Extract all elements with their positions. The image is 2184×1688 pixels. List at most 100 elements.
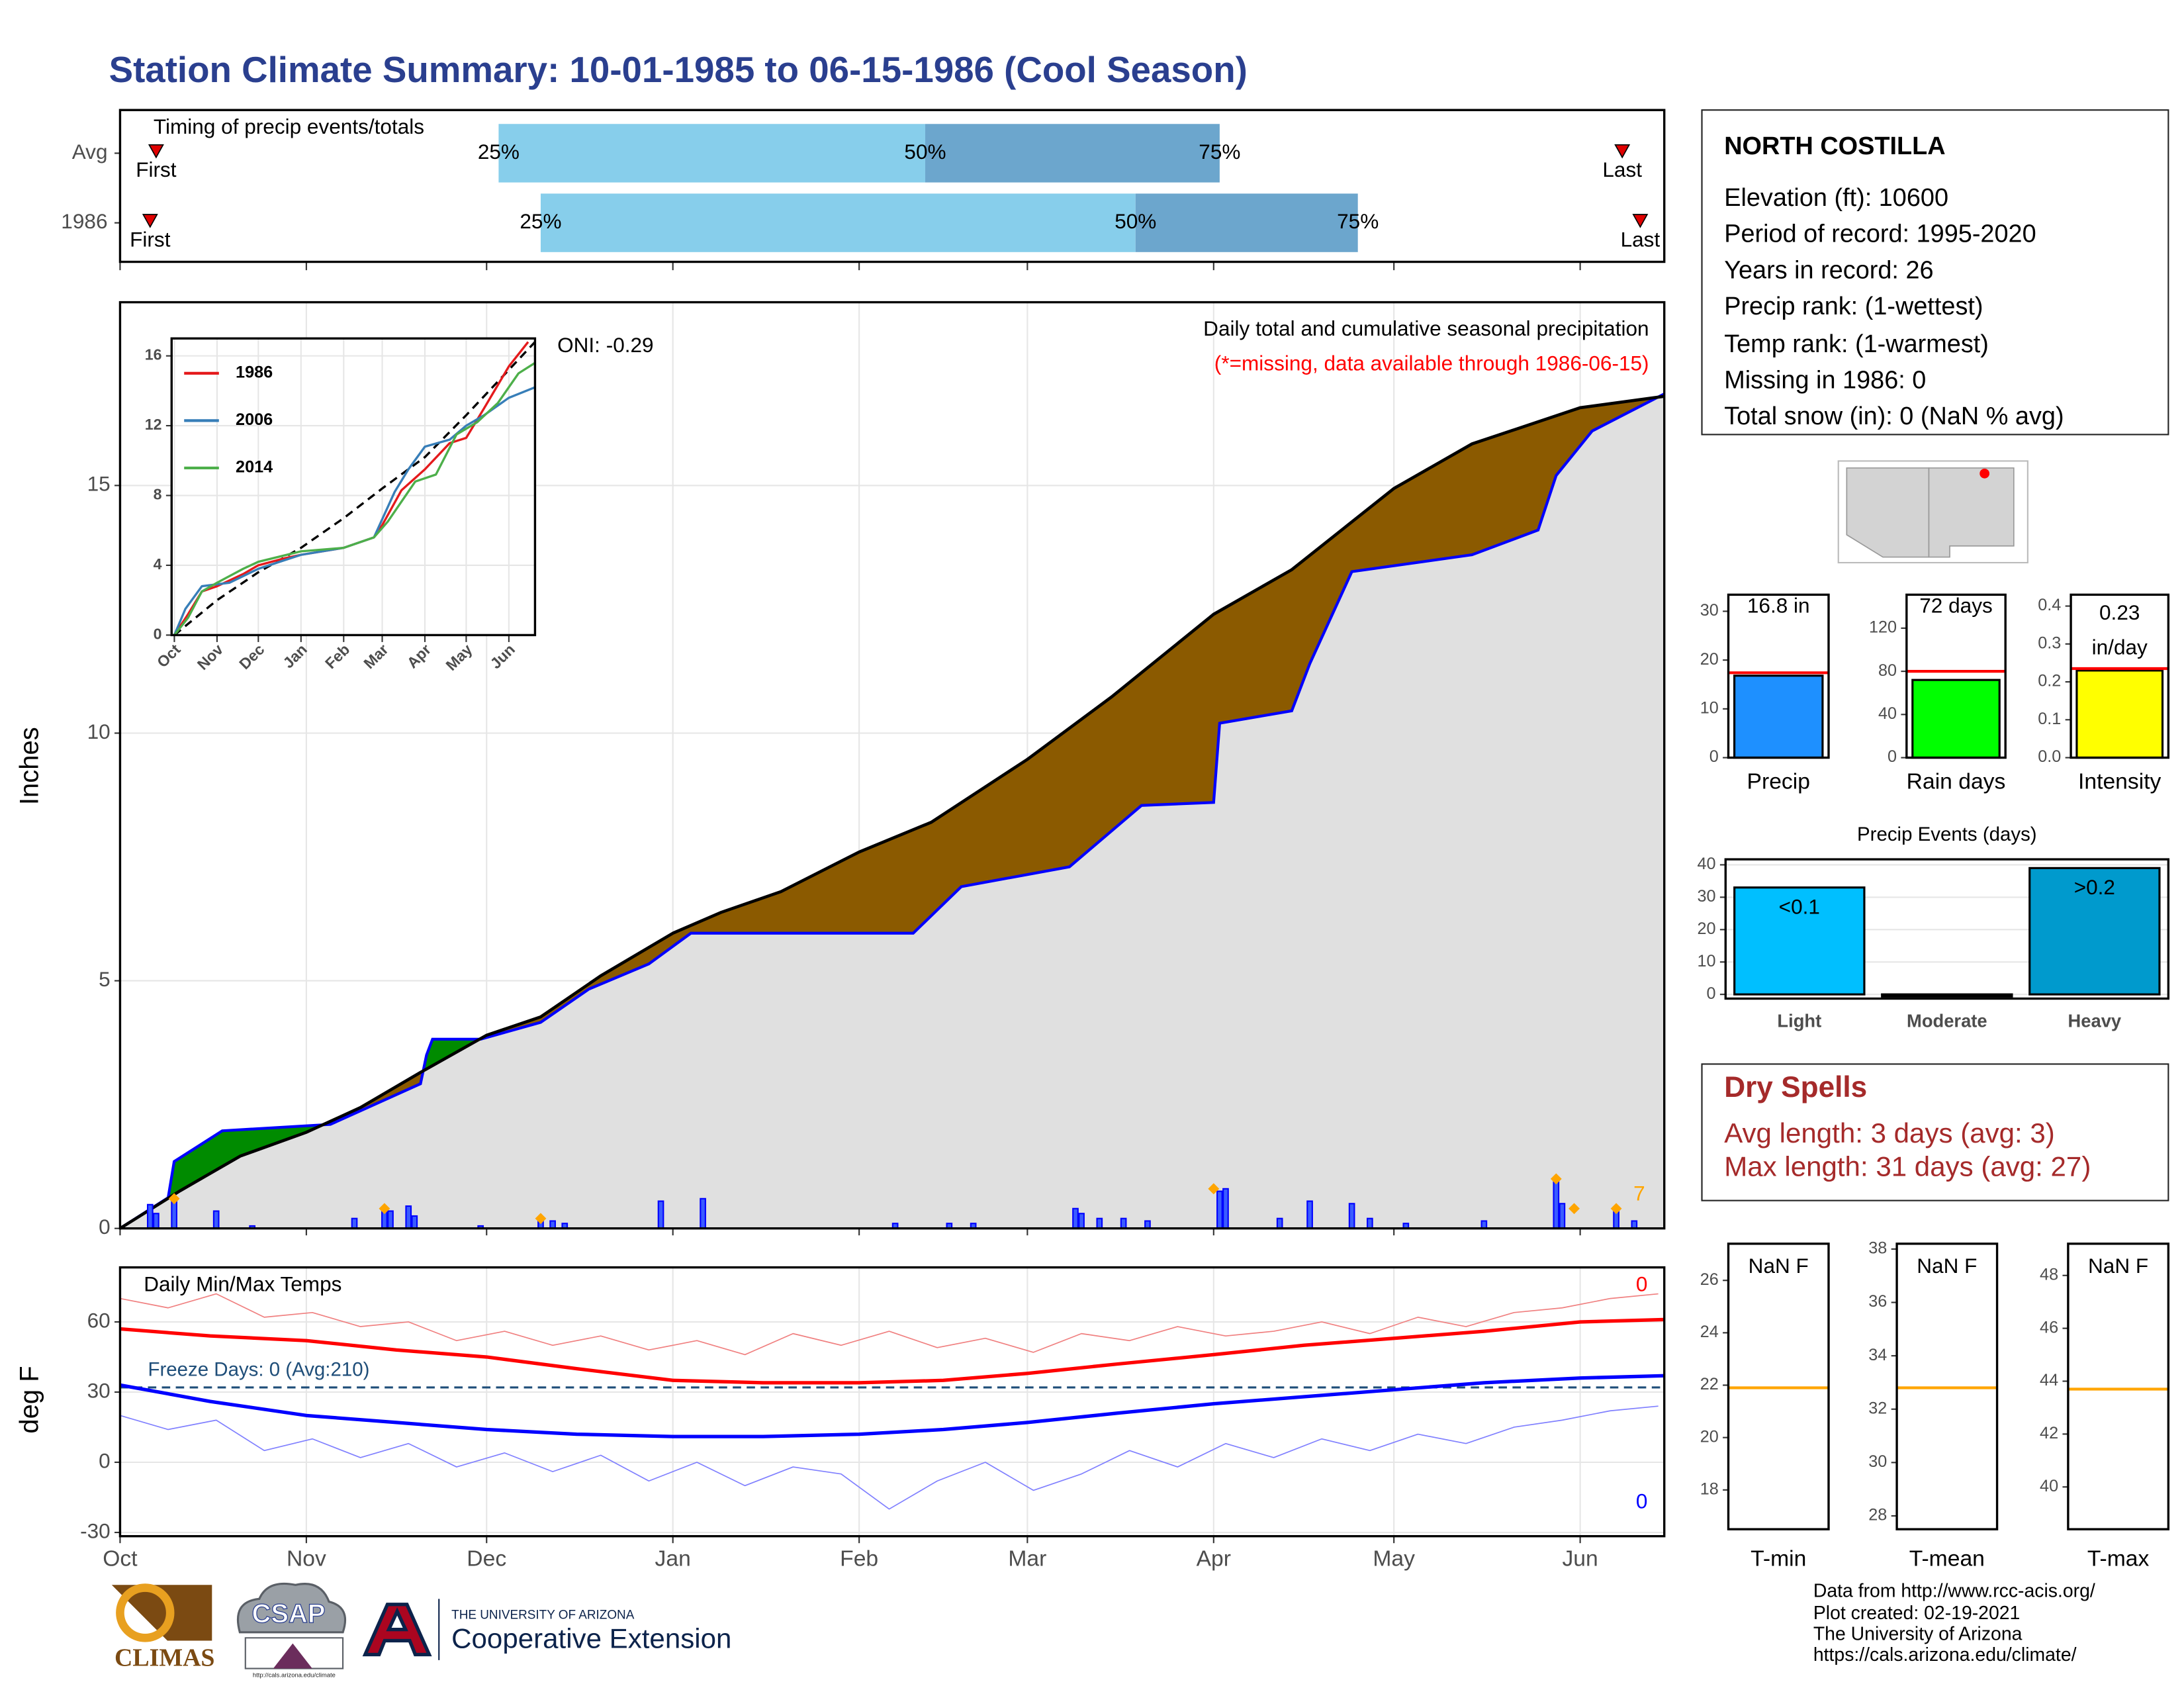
quantile-label: 25% bbox=[520, 209, 561, 233]
y-tick-label: 0 bbox=[99, 1448, 111, 1472]
event-marker-label: Last bbox=[1602, 158, 1642, 181]
y-tick-label: 8 bbox=[154, 486, 162, 503]
y-tick-label: 30 bbox=[1697, 887, 1715, 906]
quantile-label: 75% bbox=[1337, 209, 1379, 233]
category-label: Rain days bbox=[1907, 769, 2006, 794]
quantile-label: 75% bbox=[1199, 140, 1240, 164]
daily-bar bbox=[411, 1215, 418, 1229]
y-tick-label: 18 bbox=[1700, 1479, 1719, 1498]
station-line: Temp rank: (1-warmest) bbox=[1724, 330, 1989, 358]
row-label: Avg bbox=[72, 140, 108, 164]
series-line bbox=[120, 1293, 1659, 1356]
daily-bar bbox=[1096, 1217, 1103, 1229]
x-tick-label: Oct bbox=[103, 1546, 138, 1571]
series-line bbox=[173, 361, 536, 636]
max-count: 0 bbox=[1636, 1272, 1648, 1295]
daily-bar bbox=[1216, 1190, 1223, 1229]
ua-logo bbox=[362, 1603, 432, 1657]
average-line bbox=[119, 393, 1665, 1230]
y-tick-label: 20 bbox=[1700, 1427, 1719, 1446]
bar-label: >0.2 bbox=[2074, 875, 2115, 899]
quantile-label: 50% bbox=[904, 140, 946, 164]
category-label: T-max bbox=[2087, 1546, 2150, 1571]
legend-label: 2006 bbox=[236, 410, 273, 429]
bar bbox=[1881, 993, 2013, 998]
category-label: Moderate bbox=[1907, 1011, 1987, 1031]
daily-bar bbox=[1348, 1203, 1355, 1229]
y-tick-label: 0 bbox=[1707, 984, 1716, 1003]
cumulative-line bbox=[119, 395, 1665, 1230]
y-tick-label: 22 bbox=[1700, 1375, 1719, 1393]
event-marker-label: First bbox=[130, 227, 171, 251]
daily-bar bbox=[351, 1217, 358, 1229]
daily-bar bbox=[1559, 1203, 1566, 1229]
quantile-label: 25% bbox=[478, 140, 520, 164]
y-tick-label: 15 bbox=[87, 472, 111, 496]
panel-title: Daily Min/Max Temps bbox=[144, 1272, 341, 1295]
bar bbox=[1911, 679, 2001, 759]
y-tick-label: 80 bbox=[1878, 661, 1897, 680]
dry-spells-line: Avg length: 3 days (avg: 3) bbox=[1724, 1117, 2055, 1149]
y-tick-label: 10 bbox=[1700, 699, 1719, 718]
event-diamond bbox=[1569, 1203, 1580, 1215]
daily-bar bbox=[1553, 1180, 1560, 1229]
plot-background bbox=[171, 338, 535, 635]
y-tick-label: 42 bbox=[2040, 1424, 2058, 1442]
daily-bar bbox=[1480, 1220, 1488, 1229]
legend-label: 2014 bbox=[236, 458, 273, 477]
row-label: 1986 bbox=[61, 209, 107, 233]
logos: CLIMAS CSAP http://cals.arizona.edu/clim… bbox=[111, 1582, 731, 1679]
y-tick-label: 0.3 bbox=[2038, 633, 2061, 652]
timing-bar-upper bbox=[1135, 193, 1358, 252]
y-tick-label: 10 bbox=[1697, 952, 1715, 970]
plot-border bbox=[1727, 593, 1830, 759]
bar bbox=[1733, 675, 1824, 759]
x-tick-label: Nov bbox=[287, 1546, 326, 1571]
y-tick-label: 30 bbox=[1700, 601, 1719, 620]
daily-bar bbox=[549, 1220, 556, 1229]
station-box: NORTH COSTILLA Elevation (ft): 10600 Per… bbox=[1701, 109, 2169, 436]
event-marker bbox=[142, 214, 158, 228]
y-tick-label: 30 bbox=[87, 1378, 111, 1402]
page-title: Station Climate Summary: 10-01-1985 to 0… bbox=[109, 49, 1248, 90]
y-tick-label: 120 bbox=[1869, 618, 1897, 637]
series-line bbox=[173, 341, 536, 636]
category-label: Heavy bbox=[2068, 1011, 2122, 1031]
plot-border bbox=[1727, 1243, 1830, 1530]
value-label: 0.23 in/day bbox=[2092, 600, 2148, 659]
annotation: Daily total and cumulative seasonal prec… bbox=[1203, 316, 1649, 340]
y-tick-label: 46 bbox=[2040, 1318, 2058, 1336]
map-state bbox=[1846, 467, 1930, 558]
station-name: NORTH COSTILLA bbox=[1724, 132, 1945, 160]
station-location bbox=[1979, 468, 1990, 479]
station-line: Precip rank: (1-wettest) bbox=[1724, 293, 1983, 320]
y-tick-label: 16 bbox=[145, 346, 162, 363]
station-line: Period of record: 1995-2020 bbox=[1724, 220, 2036, 248]
daily-bar bbox=[1072, 1207, 1079, 1229]
y-tick-label: 38 bbox=[1868, 1239, 1887, 1258]
daily-bar bbox=[700, 1197, 706, 1229]
daily-bar bbox=[657, 1200, 664, 1229]
y-tick-label: 20 bbox=[1700, 650, 1719, 669]
y-tick-label: 48 bbox=[2040, 1265, 2058, 1284]
y-tick-label: 0.4 bbox=[2038, 596, 2061, 614]
x-tick-label: Jan bbox=[655, 1546, 691, 1571]
y-tick-label: 0 bbox=[154, 626, 162, 643]
y-tick-label: 4 bbox=[154, 555, 162, 573]
plot-border bbox=[118, 301, 1666, 1230]
event-diamond bbox=[379, 1203, 390, 1215]
event-count: 7 bbox=[1633, 1182, 1645, 1205]
value-label: 72 days bbox=[1919, 594, 1993, 618]
plot-background bbox=[2068, 1243, 2169, 1530]
footer-line: Data from http://www.rcc-acis.org/ bbox=[1813, 1580, 2095, 1601]
daily-bar bbox=[1276, 1217, 1283, 1229]
freeze-label: Freeze Days: 0 (Avg:210) bbox=[148, 1358, 370, 1380]
category-label: Precip bbox=[1747, 769, 1810, 794]
value-label: 16.8 in bbox=[1747, 594, 1810, 618]
y-tick-label: 24 bbox=[1700, 1323, 1719, 1341]
event-diamond bbox=[535, 1213, 547, 1225]
daily-bar bbox=[1222, 1188, 1229, 1229]
bar bbox=[1733, 886, 1866, 996]
